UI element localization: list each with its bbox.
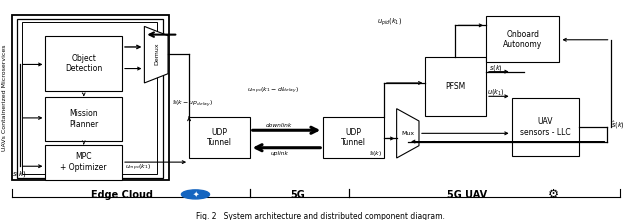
FancyBboxPatch shape bbox=[426, 57, 486, 116]
Text: $\hat{s}(k)$: $\hat{s}(k)$ bbox=[369, 149, 381, 159]
FancyBboxPatch shape bbox=[22, 22, 157, 174]
FancyBboxPatch shape bbox=[511, 98, 579, 156]
FancyBboxPatch shape bbox=[45, 97, 122, 141]
Text: MPC
+ Optimizer: MPC + Optimizer bbox=[60, 152, 107, 172]
FancyBboxPatch shape bbox=[323, 117, 384, 158]
Text: Mission
Planner: Mission Planner bbox=[69, 109, 99, 129]
Text: $s(k)$: $s(k)$ bbox=[12, 169, 27, 180]
Text: $u_{mpc}(k_1 - dl_{delay})$: $u_{mpc}(k_1 - dl_{delay})$ bbox=[246, 86, 298, 96]
Text: Onboard
Autonomy: Onboard Autonomy bbox=[503, 29, 542, 49]
Text: ⚙: ⚙ bbox=[547, 188, 559, 201]
Text: $\hat{s}(k)$: $\hat{s}(k)$ bbox=[611, 119, 625, 131]
FancyBboxPatch shape bbox=[12, 15, 169, 180]
FancyBboxPatch shape bbox=[189, 117, 250, 158]
Text: $u_{pid}(k_1)$: $u_{pid}(k_1)$ bbox=[378, 16, 403, 28]
FancyBboxPatch shape bbox=[17, 19, 163, 178]
Text: $\hat{s}(k - up_{delay})$: $\hat{s}(k - up_{delay})$ bbox=[172, 98, 212, 109]
Text: ✦: ✦ bbox=[192, 190, 198, 199]
Text: Object
Detection: Object Detection bbox=[65, 54, 102, 73]
Text: uplink: uplink bbox=[270, 151, 288, 156]
Polygon shape bbox=[145, 26, 168, 83]
Circle shape bbox=[181, 190, 209, 199]
Text: UAVs Containerized Microservices: UAVs Containerized Microservices bbox=[2, 44, 7, 151]
Text: UAV
sensors - LLC: UAV sensors - LLC bbox=[520, 117, 570, 137]
Text: UDP
Tunnel: UDP Tunnel bbox=[207, 128, 232, 147]
Polygon shape bbox=[397, 109, 419, 158]
FancyBboxPatch shape bbox=[45, 36, 122, 91]
FancyBboxPatch shape bbox=[45, 145, 122, 180]
Text: Fig. 2   System architecture and distributed component diagram.: Fig. 2 System architecture and distribut… bbox=[196, 212, 444, 220]
FancyBboxPatch shape bbox=[486, 16, 559, 62]
Text: $u_{mpc}(k_1)$: $u_{mpc}(k_1)$ bbox=[125, 163, 152, 173]
Text: 5G: 5G bbox=[291, 190, 305, 200]
Text: UDP
Tunnel: UDP Tunnel bbox=[341, 128, 366, 147]
Text: $u(k_1)$: $u(k_1)$ bbox=[487, 87, 505, 97]
Text: Mux: Mux bbox=[401, 131, 415, 136]
Text: PFSM: PFSM bbox=[445, 82, 466, 91]
Text: Edge Cloud: Edge Cloud bbox=[91, 190, 153, 200]
Text: downlink: downlink bbox=[266, 123, 292, 128]
Text: 5G UAV: 5G UAV bbox=[447, 190, 487, 200]
Text: Demux: Demux bbox=[154, 43, 159, 66]
Text: $s(k)$: $s(k)$ bbox=[488, 63, 502, 73]
